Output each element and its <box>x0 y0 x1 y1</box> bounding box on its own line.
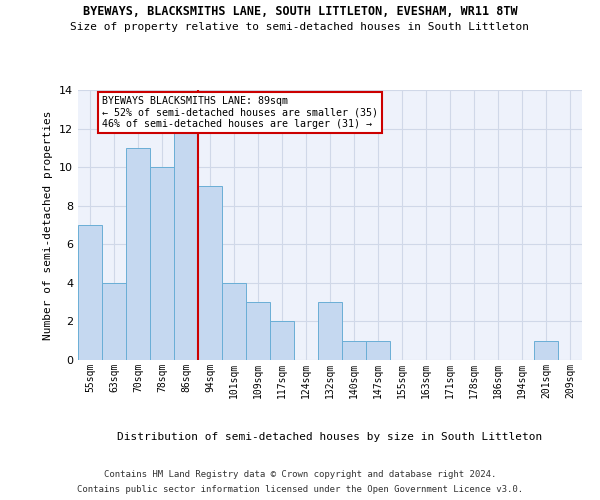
Bar <box>126 148 150 360</box>
Text: Contains HM Land Registry data © Crown copyright and database right 2024.: Contains HM Land Registry data © Crown c… <box>104 470 496 479</box>
Bar <box>150 167 174 360</box>
Bar <box>534 340 558 360</box>
Bar <box>366 340 390 360</box>
Bar <box>270 322 294 360</box>
Y-axis label: Number of semi-detached properties: Number of semi-detached properties <box>43 110 53 340</box>
Text: Contains public sector information licensed under the Open Government Licence v3: Contains public sector information licen… <box>77 485 523 494</box>
Bar <box>318 302 342 360</box>
Text: Distribution of semi-detached houses by size in South Littleton: Distribution of semi-detached houses by … <box>118 432 542 442</box>
Text: Size of property relative to semi-detached houses in South Littleton: Size of property relative to semi-detach… <box>71 22 530 32</box>
Text: BYEWAYS, BLACKSMITHS LANE, SOUTH LITTLETON, EVESHAM, WR11 8TW: BYEWAYS, BLACKSMITHS LANE, SOUTH LITTLET… <box>83 5 517 18</box>
Bar <box>78 225 102 360</box>
Bar <box>174 128 198 360</box>
Bar <box>198 186 222 360</box>
Bar <box>246 302 270 360</box>
Bar <box>342 340 366 360</box>
Text: BYEWAYS BLACKSMITHS LANE: 89sqm
← 52% of semi-detached houses are smaller (35)
4: BYEWAYS BLACKSMITHS LANE: 89sqm ← 52% of… <box>102 96 378 129</box>
Bar <box>222 283 246 360</box>
Bar <box>102 283 126 360</box>
